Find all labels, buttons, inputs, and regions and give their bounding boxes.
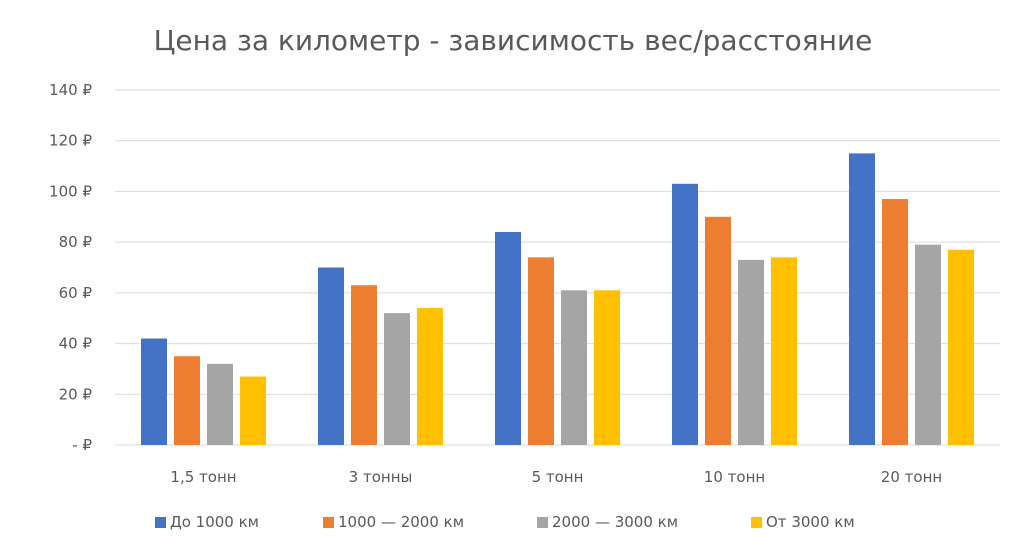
x-axis-category-labels: 1,5 тонн 3 тонны 5 тонн 10 тонн 20 тонн [170, 468, 942, 486]
y-tick-label: 60 ₽ [59, 284, 93, 302]
bar [207, 363, 233, 445]
y-tick-label: 20 ₽ [59, 385, 93, 403]
x-category-label: 10 тонн [704, 468, 765, 486]
y-tick-label: 40 ₽ [59, 335, 93, 353]
legend-item: 1000 — 2000 км [323, 513, 464, 531]
bar [738, 259, 764, 445]
bar [915, 244, 941, 445]
bar [351, 285, 377, 445]
bar [594, 290, 620, 445]
bar [672, 183, 698, 446]
legend-swatch [155, 517, 166, 528]
bar [417, 308, 443, 445]
y-tick-label: 140 ₽ [49, 81, 92, 99]
legend-item: До 1000 км [155, 513, 259, 531]
y-tick-label: - ₽ [72, 436, 92, 454]
legend-label: До 1000 км [170, 513, 259, 531]
legend-swatch [537, 517, 548, 528]
legend-item: От 3000 км [751, 513, 855, 531]
y-tick-label: 120 ₽ [49, 132, 92, 150]
legend-item: 2000 — 3000 км [537, 513, 678, 531]
bar [240, 376, 266, 445]
bar [771, 257, 797, 445]
bar [384, 313, 410, 445]
y-tick-label: 100 ₽ [49, 182, 92, 200]
legend-label: 1000 — 2000 км [338, 513, 464, 531]
bar [141, 338, 167, 445]
bar [948, 249, 974, 445]
bar [849, 153, 875, 445]
x-category-label: 5 тонн [532, 468, 584, 486]
bar [882, 199, 908, 445]
x-category-label: 1,5 тонн [170, 468, 236, 486]
bar [528, 257, 554, 445]
x-category-label: 3 тонны [349, 468, 413, 486]
bar [561, 290, 587, 445]
bar [705, 216, 731, 445]
legend: До 1000 км 1000 — 2000 км 2000 — 3000 км От… [155, 513, 855, 531]
bar [174, 356, 200, 445]
legend-swatch [323, 517, 334, 528]
legend-swatch [751, 517, 762, 528]
y-tick-label: 80 ₽ [59, 233, 93, 251]
bars [141, 153, 974, 446]
bar [318, 267, 344, 445]
bar [495, 232, 521, 445]
y-axis-tick-labels: - ₽ 20 ₽ 40 ₽ 60 ₽ 80 ₽ 100 ₽ 120 ₽ 140 ₽ [49, 81, 92, 454]
legend-label: 2000 — 3000 км [552, 513, 678, 531]
legend-label: От 3000 км [766, 513, 855, 531]
chart-title: Цена за километр - зависимость вес/расст… [154, 24, 873, 57]
x-category-label: 20 тонн [881, 468, 942, 486]
